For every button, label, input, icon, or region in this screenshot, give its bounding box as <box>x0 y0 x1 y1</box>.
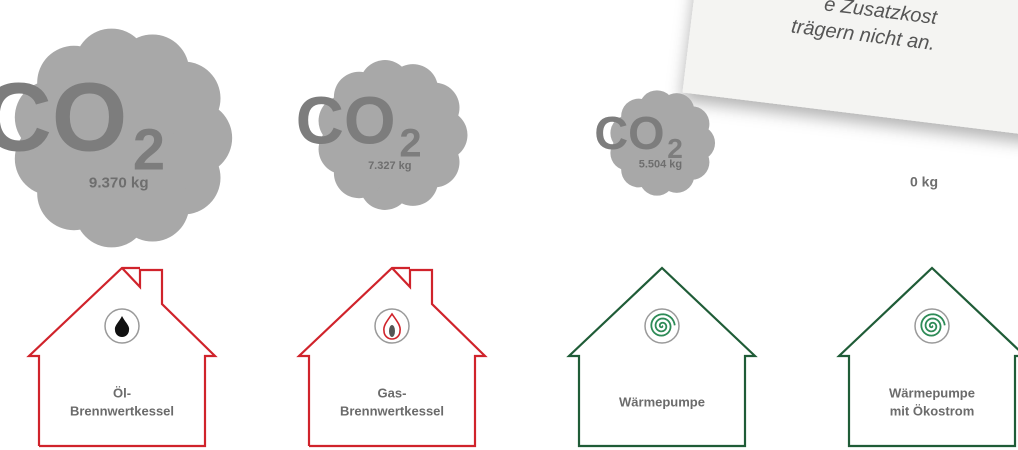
item: 0 kg Wärmepumpe mit Ökostrom <box>839 174 1018 446</box>
co2-amount: 9.370 kg <box>89 174 149 191</box>
house-outline <box>569 268 755 446</box>
co2-amount: 5.504 kg <box>639 159 682 171</box>
house-label: Brennwertkessel <box>70 403 174 418</box>
co2-label: CO <box>0 63 127 172</box>
co2-amount: 0 kg <box>910 174 938 190</box>
paper <box>683 0 1018 144</box>
house-outline <box>299 268 485 446</box>
co2-subscript: 2 <box>133 118 165 183</box>
co2-amount: 7.327 kg <box>368 160 411 172</box>
infographic: e Zusatzkost trägern nicht an. CO29.370 … <box>0 0 1018 450</box>
co2-label: CO <box>594 107 664 159</box>
house-label: mit Ökostrom <box>890 403 975 418</box>
house-label: Wärmepumpe <box>619 394 705 409</box>
house-label: Gas- <box>378 385 407 400</box>
co2-label: CO <box>296 85 396 159</box>
gas-core <box>389 325 395 337</box>
house-outline <box>29 268 215 446</box>
house-label: Wärmepumpe <box>889 385 975 400</box>
paper-note: e Zusatzkost trägern nicht an. <box>683 0 1018 144</box>
house-label: Brennwertkessel <box>340 403 444 418</box>
house-outline <box>839 268 1018 446</box>
house-label: Öl- <box>113 385 131 400</box>
